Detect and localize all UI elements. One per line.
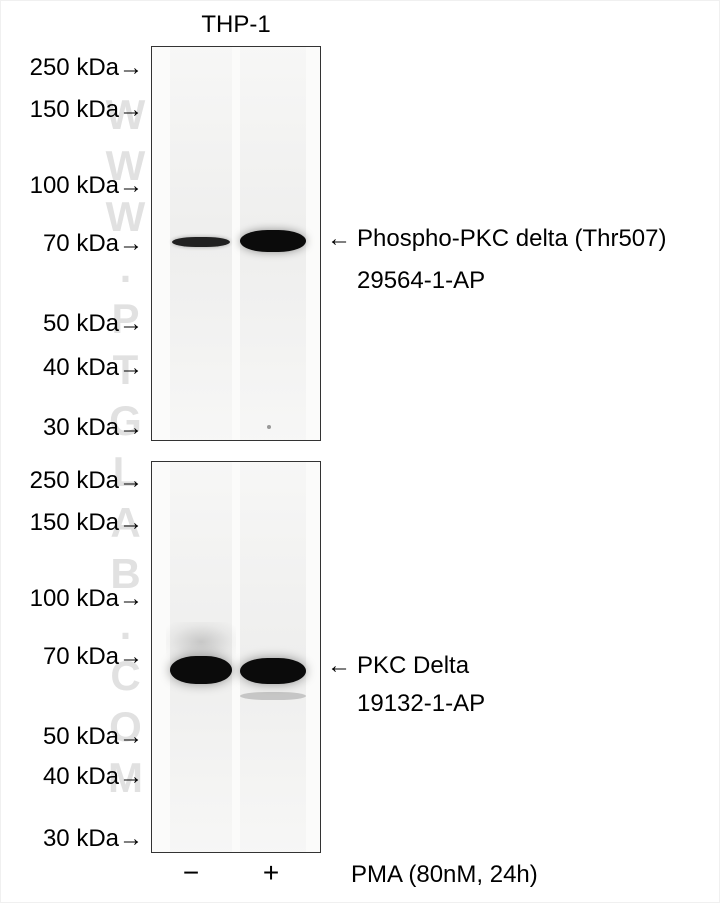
mw-marker-label: 150 kDa→ [13,96,143,124]
faint-band [240,692,306,700]
treatment-plus: + [251,857,291,889]
mw-marker-label: 30 kDa→ [13,825,143,853]
mw-marker-label: 100 kDa→ [13,172,143,200]
protein-band [172,237,229,247]
mw-value: 150 kDa [30,509,119,536]
mw-value: 70 kDa [43,230,119,257]
mw-value: 40 kDa [43,763,119,790]
mw-marker-label: 70 kDa→ [13,643,143,671]
mw-marker-label: 40 kDa→ [13,763,143,791]
mw-value: 50 kDa [43,310,119,337]
mw-marker-label: 250 kDa→ [13,467,143,495]
target-name-label: PKC Delta [357,652,469,680]
mw-marker-label: 150 kDa→ [13,509,143,537]
sample-label: THP-1 [196,11,276,39]
catalog-number-label: 29564-1-AP [357,267,485,295]
arrow-right-icon: → [119,509,143,536]
arrow-right-icon: → [119,96,143,123]
arrow-right-icon: → [119,230,143,257]
arrow-left-icon: ← [327,652,351,680]
treatment-label: PMA (80nM, 24h) [351,861,538,889]
mw-value: 100 kDa [30,172,119,199]
mw-value: 250 kDa [30,54,119,81]
target-name-label: Phospho-PKC delta (Thr507) [357,225,667,253]
figure-container: THP-1 WWW.PTGLAB.COM − + PMA (80nM, 24h)… [1,1,720,904]
mw-marker-label: 50 kDa→ [13,310,143,338]
mw-value: 50 kDa [43,723,119,750]
treatment-minus: − [171,857,211,889]
speck [267,425,271,429]
mw-marker-label: 30 kDa→ [13,414,143,442]
mw-value: 30 kDa [43,825,119,852]
mw-value: 100 kDa [30,585,119,612]
arrow-right-icon: → [119,54,143,81]
mw-marker-label: 40 kDa→ [13,354,143,382]
mw-value: 30 kDa [43,414,119,441]
arrow-right-icon: → [119,354,143,381]
protein-band [240,658,306,684]
arrow-right-icon: → [119,310,143,337]
arrow-right-icon: → [119,825,143,852]
arrow-right-icon: → [119,414,143,441]
mw-value: 250 kDa [30,467,119,494]
arrow-right-icon: → [119,643,143,670]
catalog-number-label: 19132-1-AP [357,690,485,718]
mw-value: 40 kDa [43,354,119,381]
mw-marker-label: 50 kDa→ [13,723,143,751]
arrow-right-icon: → [119,467,143,494]
protein-band [240,230,306,252]
arrow-right-icon: → [119,172,143,199]
blot-panel-phospho [151,46,321,441]
blot-panel-total [151,461,321,853]
arrow-right-icon: → [119,723,143,750]
mw-value: 150 kDa [30,96,119,123]
mw-value: 70 kDa [43,643,119,670]
protein-band [170,656,232,684]
mw-marker-label: 250 kDa→ [13,54,143,82]
arrow-right-icon: → [119,585,143,612]
mw-marker-label: 100 kDa→ [13,585,143,613]
arrow-right-icon: → [119,763,143,790]
arrow-left-icon: ← [327,225,351,253]
mw-marker-label: 70 kDa→ [13,230,143,258]
